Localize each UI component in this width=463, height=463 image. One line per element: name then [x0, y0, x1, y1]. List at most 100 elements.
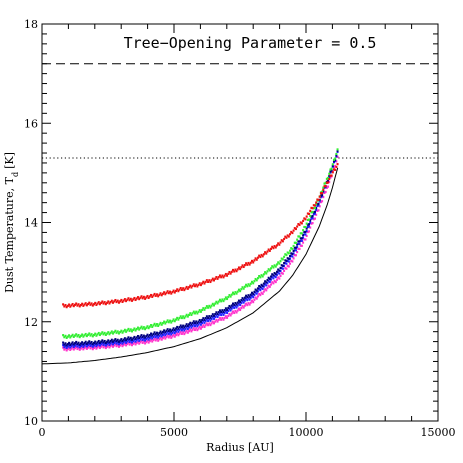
- data-point: [101, 341, 104, 344]
- data-point: [274, 246, 277, 249]
- data-point: [136, 326, 139, 329]
- data-point: [321, 200, 324, 203]
- data-point: [229, 314, 232, 317]
- data-point: [208, 322, 211, 325]
- data-point: [114, 329, 117, 332]
- data-point: [134, 340, 137, 343]
- data-point: [256, 256, 259, 259]
- data-point: [190, 286, 193, 289]
- data-point: [252, 300, 255, 304]
- data-point: [210, 304, 213, 307]
- data-point: [300, 222, 303, 225]
- data-point: [120, 338, 123, 341]
- data-point: [284, 235, 287, 238]
- data-point: [155, 334, 158, 337]
- data-point: [98, 341, 101, 345]
- data-point: [249, 293, 252, 296]
- data-point: [171, 319, 174, 323]
- data-point: [296, 250, 299, 254]
- data-point: [226, 316, 229, 319]
- data-point: [313, 206, 316, 210]
- data-point: [84, 340, 87, 343]
- data-point: [135, 297, 138, 300]
- data-point: [89, 344, 92, 347]
- data-point: [198, 321, 201, 325]
- data-point: [95, 342, 98, 345]
- data-point: [245, 302, 248, 305]
- data-point: [104, 344, 107, 347]
- data-point: [325, 181, 328, 184]
- data-point: [242, 306, 245, 309]
- data-point: [309, 221, 312, 224]
- data-point: [174, 333, 177, 337]
- data-point: [237, 307, 240, 310]
- data-point: [268, 249, 271, 252]
- data-point: [331, 171, 334, 174]
- data-point: [91, 343, 94, 346]
- data-point: [166, 328, 169, 331]
- data-point: [188, 326, 191, 329]
- data-point: [234, 291, 237, 294]
- data-point: [136, 296, 139, 299]
- data-point: [229, 306, 232, 309]
- data-point: [335, 160, 338, 163]
- data-point: [88, 340, 91, 343]
- data-point: [193, 324, 196, 328]
- data-point: [210, 317, 213, 321]
- data-point: [265, 272, 268, 275]
- data-point: [211, 316, 214, 319]
- data-point: [261, 292, 264, 295]
- data-point: [220, 300, 223, 303]
- data-point: [151, 295, 154, 298]
- data-point: [286, 257, 289, 260]
- data-point: [75, 333, 78, 336]
- data-point: [147, 341, 150, 344]
- data-point: [88, 301, 91, 304]
- data-point: [220, 276, 223, 279]
- data-point: [218, 317, 221, 320]
- data-point: [145, 338, 148, 341]
- data-point: [323, 185, 326, 188]
- data-point: [180, 332, 183, 335]
- data-point: [174, 318, 177, 321]
- data-point: [202, 280, 205, 283]
- data-point: [157, 295, 160, 298]
- data-point: [207, 280, 210, 283]
- data-point: [127, 338, 130, 342]
- data-point: [327, 179, 330, 182]
- data-point: [248, 303, 251, 306]
- data-point: [64, 347, 67, 350]
- data-point: [306, 223, 309, 226]
- data-point: [133, 335, 136, 339]
- data-point: [232, 291, 235, 294]
- data-point: [182, 315, 185, 318]
- data-point: [273, 245, 276, 248]
- data-point: [255, 297, 258, 300]
- data-point: [84, 302, 87, 305]
- data-point: [198, 282, 201, 285]
- data-point: [64, 304, 67, 307]
- data-point: [145, 335, 148, 338]
- data-point: [305, 229, 308, 233]
- data-point: [173, 291, 176, 294]
- y-axis-label-subscript: d: [11, 172, 20, 177]
- data-point: [275, 244, 278, 247]
- data-point: [176, 332, 179, 335]
- data-point: [65, 346, 68, 349]
- data-point: [239, 290, 242, 293]
- data-point: [230, 307, 233, 310]
- data-point: [262, 273, 265, 276]
- data-point: [294, 227, 297, 231]
- data-point: [127, 341, 130, 344]
- data-point: [311, 207, 314, 210]
- data-point: [185, 323, 188, 326]
- data-point: [271, 245, 274, 248]
- data-point: [107, 339, 110, 342]
- data-point: [284, 259, 287, 262]
- data-point: [178, 316, 181, 320]
- data-point: [139, 335, 142, 338]
- data-point: [223, 316, 226, 320]
- data-point: [294, 246, 297, 249]
- data-point: [196, 329, 199, 332]
- data-point: [108, 346, 111, 349]
